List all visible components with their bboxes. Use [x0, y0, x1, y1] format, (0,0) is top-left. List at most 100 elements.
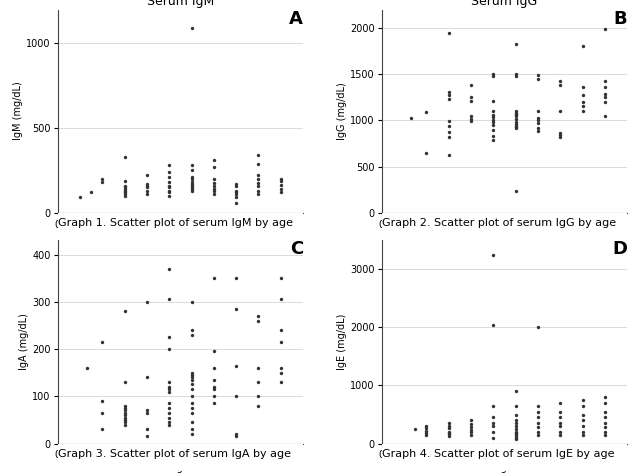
Point: [276, 274, 286, 282]
Point: [120, 418, 130, 426]
Point: [276, 369, 286, 377]
Point: [410, 425, 420, 433]
Point: [97, 338, 108, 346]
Point: [466, 112, 476, 119]
Point: [466, 426, 476, 434]
Point: [209, 179, 219, 187]
Y-axis label: IgA (mg/dL): IgA (mg/dL): [19, 314, 29, 370]
Point: [533, 128, 543, 135]
Point: [209, 274, 219, 282]
Point: [186, 430, 196, 438]
Point: [488, 132, 499, 140]
Point: [511, 111, 521, 119]
Text: Graph 1. Scatter plot of serum IgM by age: Graph 1. Scatter plot of serum IgM by ag…: [58, 218, 292, 228]
Point: [533, 75, 543, 83]
Point: [276, 338, 286, 346]
Title: Serum IgA: Serum IgA: [148, 226, 213, 239]
Point: [120, 153, 130, 160]
Point: [511, 110, 521, 118]
Point: [164, 182, 174, 189]
Point: [511, 411, 521, 418]
Point: [444, 422, 454, 429]
Point: [444, 425, 454, 432]
Point: [511, 422, 521, 430]
Point: [164, 409, 174, 416]
Point: [141, 172, 152, 179]
Point: [120, 188, 130, 196]
X-axis label: Age: Age: [495, 463, 514, 473]
Point: [253, 312, 264, 320]
Point: [186, 376, 196, 384]
Point: [276, 378, 286, 386]
Point: [86, 188, 96, 196]
Text: Graph 3. Scatter plot of serum IgA by age: Graph 3. Scatter plot of serum IgA by ag…: [58, 449, 291, 459]
Point: [533, 324, 543, 331]
Point: [164, 421, 174, 428]
Point: [231, 188, 241, 196]
Point: [186, 369, 196, 377]
Point: [120, 187, 130, 195]
Point: [533, 419, 543, 427]
Point: [231, 433, 241, 440]
Point: [533, 428, 543, 436]
Point: [186, 182, 196, 189]
Point: [444, 29, 454, 37]
Point: [120, 414, 130, 421]
Point: [253, 402, 264, 409]
Point: [533, 117, 543, 124]
Point: [209, 364, 219, 372]
Point: [488, 113, 499, 120]
Point: [406, 115, 416, 122]
Point: [488, 434, 499, 442]
Point: [81, 364, 92, 372]
Point: [186, 187, 196, 195]
Point: [488, 402, 499, 410]
Point: [209, 383, 219, 391]
Point: [97, 409, 108, 416]
Point: [600, 399, 610, 407]
Point: [488, 136, 499, 144]
Point: [421, 424, 431, 432]
Point: [488, 428, 499, 436]
Point: [209, 347, 219, 355]
Point: [209, 175, 219, 183]
Point: [421, 149, 431, 157]
Point: [253, 190, 264, 198]
Point: [600, 408, 610, 416]
Point: [120, 407, 130, 414]
Point: [186, 371, 196, 379]
Point: [577, 83, 588, 91]
Point: [253, 364, 264, 372]
Point: [555, 81, 565, 89]
Text: C: C: [290, 240, 303, 258]
Point: [120, 307, 130, 315]
Point: [511, 428, 521, 436]
Point: [120, 182, 130, 189]
Point: [533, 107, 543, 115]
Point: [231, 198, 241, 206]
Point: [141, 407, 152, 414]
Point: [488, 97, 499, 105]
Point: [577, 396, 588, 404]
Point: [120, 378, 130, 386]
Point: [466, 431, 476, 439]
Point: [466, 93, 476, 101]
Point: [466, 118, 476, 125]
Point: [186, 178, 196, 186]
Point: [511, 119, 521, 126]
Point: [276, 364, 286, 372]
Point: [511, 109, 521, 117]
Point: [421, 427, 431, 435]
Point: [488, 419, 499, 427]
Y-axis label: IgG (mg/dL): IgG (mg/dL): [337, 82, 348, 140]
Point: [164, 296, 174, 303]
Point: [555, 419, 565, 427]
Point: [186, 180, 196, 188]
Point: [555, 129, 565, 137]
Point: [511, 432, 521, 440]
Point: [577, 98, 588, 106]
Point: [511, 124, 521, 131]
Point: [120, 177, 130, 184]
Point: [444, 432, 454, 440]
Point: [141, 190, 152, 198]
